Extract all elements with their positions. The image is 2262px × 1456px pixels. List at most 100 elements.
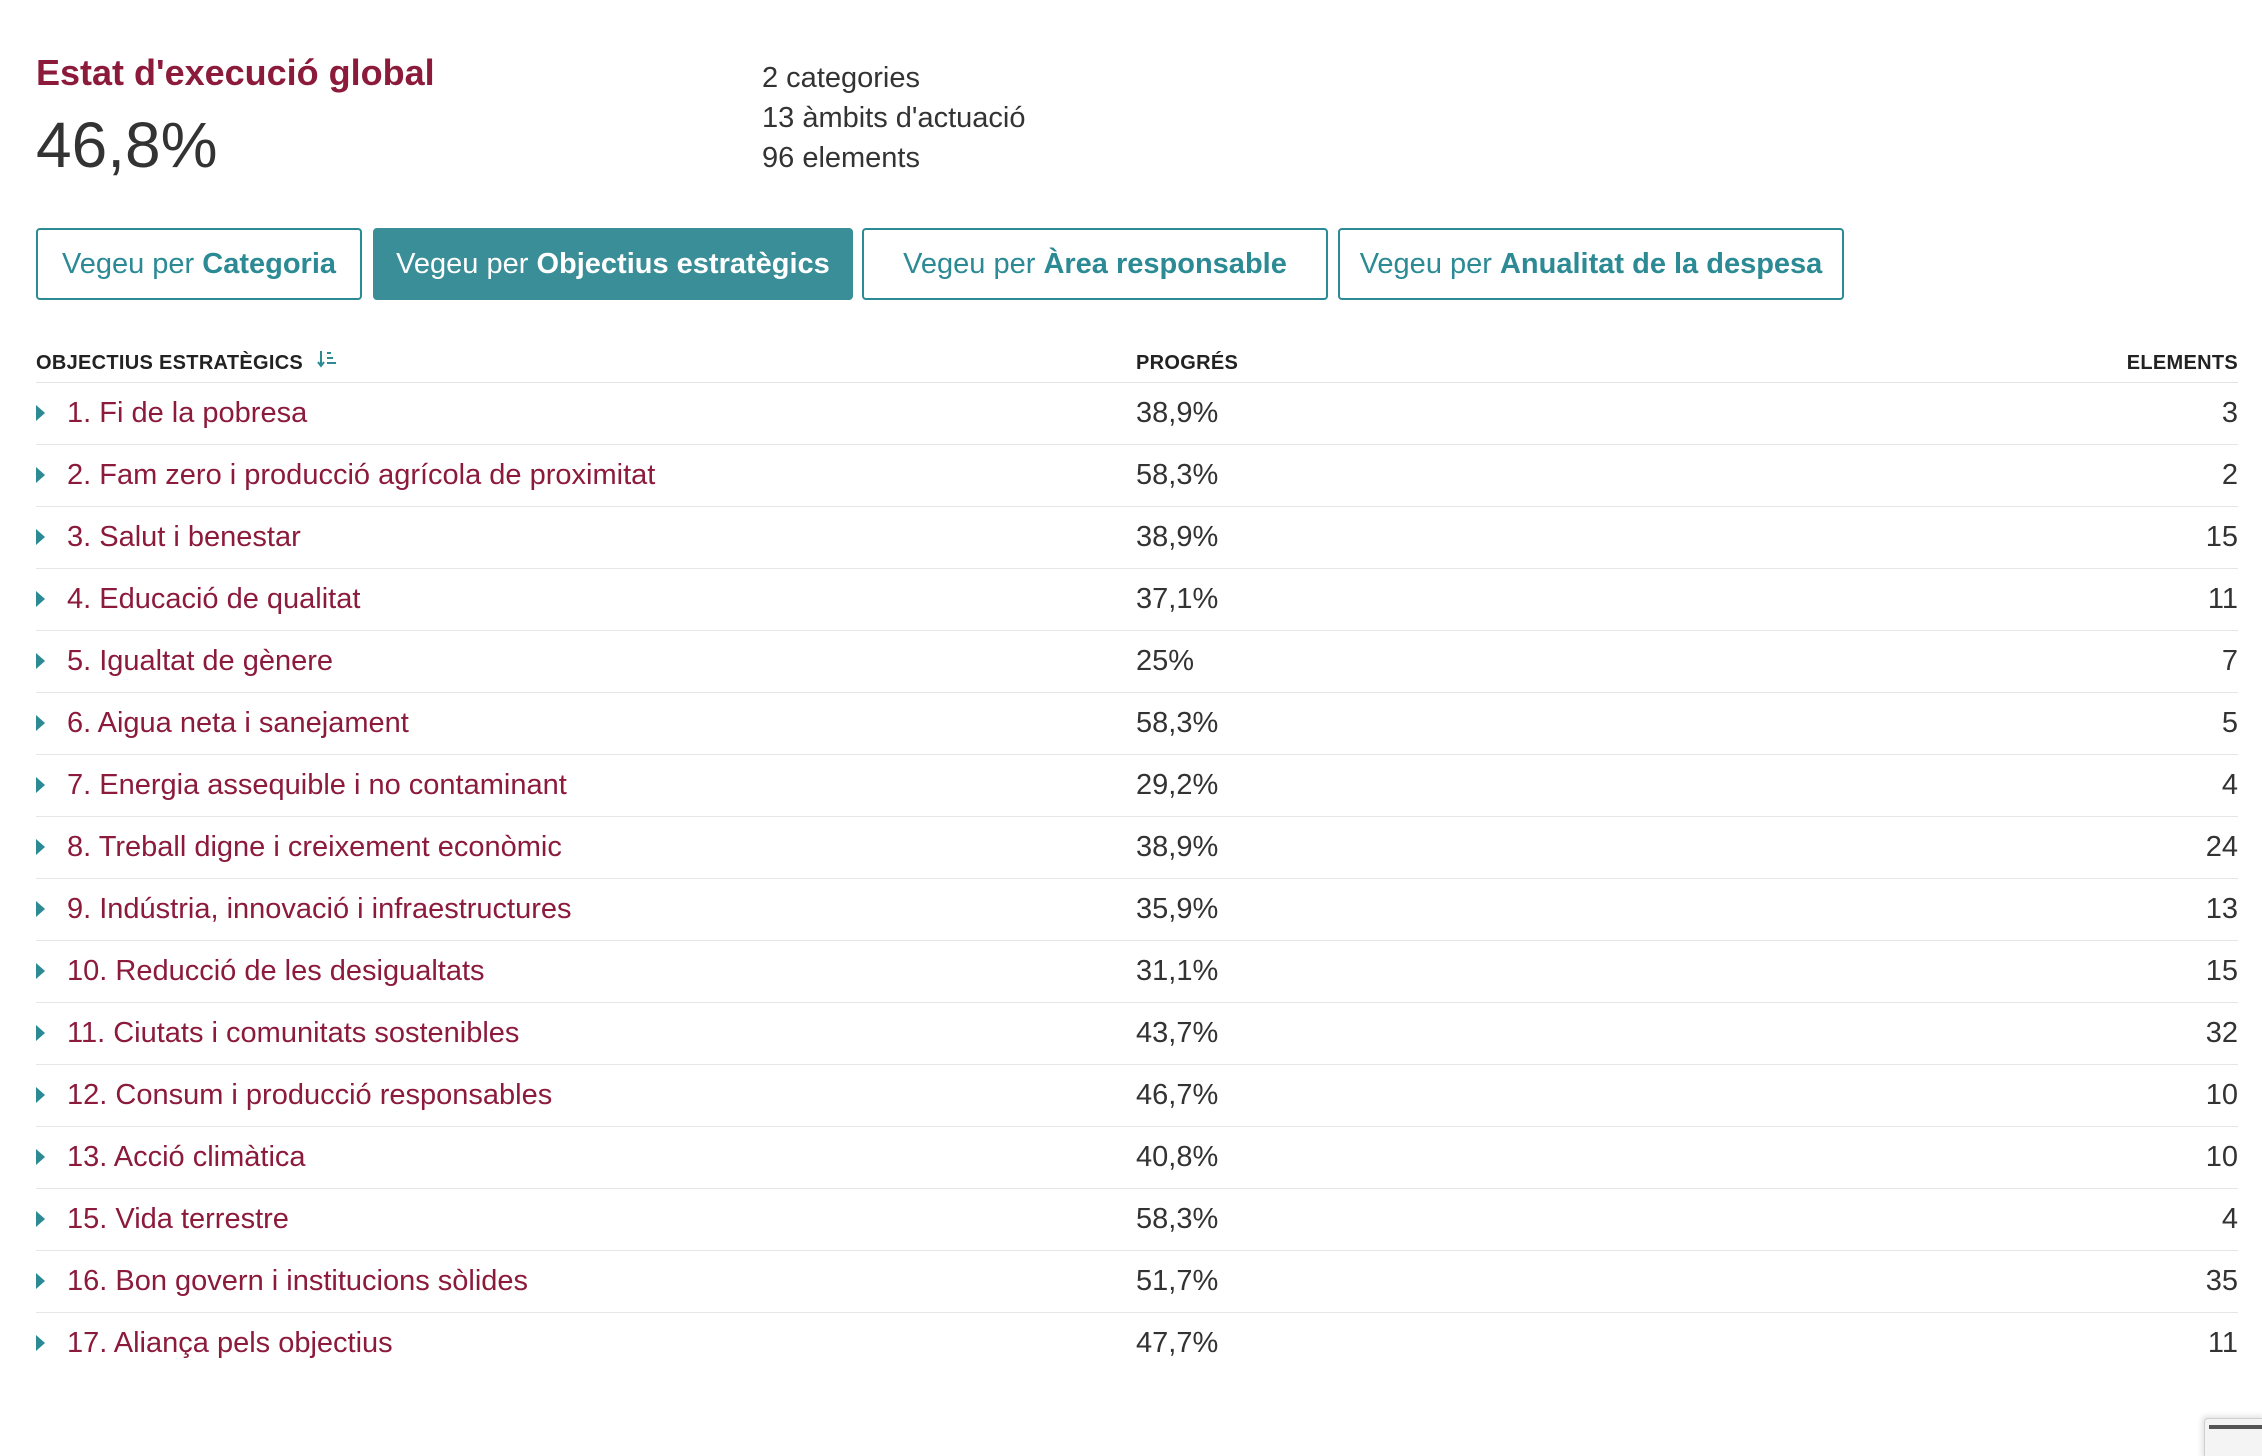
objective-progress: 35,9% xyxy=(1136,893,1219,925)
expand-caret-icon[interactable] xyxy=(36,777,45,793)
objective-progress: 25% xyxy=(1136,645,1195,677)
objective-elements-count: 11 xyxy=(2207,583,2238,615)
thumbnail-bar xyxy=(2209,1425,2262,1429)
objective-elements-count: 24 xyxy=(2205,831,2238,863)
summary-stats: 2 categories 13 àmbits d'actuació 96 ele… xyxy=(762,58,1025,178)
expand-caret-icon[interactable] xyxy=(36,405,45,421)
objective-elements-count: 3 xyxy=(2221,397,2238,429)
view-by-category-button[interactable]: Vegeu per Categoria xyxy=(36,228,362,300)
table-row[interactable]: 6. Aigua neta i sanejament 58,3% 5 xyxy=(36,693,2238,755)
table-row[interactable]: 9. Indústria, innovació i infraestructur… xyxy=(36,879,2238,941)
table-row[interactable]: 4. Educació de qualitat 37,1% 11 xyxy=(36,569,2238,631)
expand-caret-icon[interactable] xyxy=(36,1087,45,1103)
objective-name-link[interactable]: 16. Bon govern i institucions sòlides xyxy=(67,1265,529,1297)
objective-elements-count: 10 xyxy=(2205,1141,2238,1173)
expand-caret-icon[interactable] xyxy=(36,1335,45,1351)
objective-name-link[interactable]: 3. Salut i benestar xyxy=(67,521,301,553)
table-row[interactable]: 13. Acció climàtica 40,8% 10 xyxy=(36,1127,2238,1189)
button-prefix: Vegeu per xyxy=(396,248,537,280)
expand-caret-icon[interactable] xyxy=(36,591,45,607)
objectives-table-body: 1. Fi de la pobresa 38,9% 3 2. Fam zero i p… xyxy=(36,383,2238,1374)
table-row[interactable]: 8. Treball digne i creixement econòmic 38… xyxy=(36,817,2238,879)
areas-count: 13 àmbits d'actuació xyxy=(762,102,1026,134)
objective-elements-count: 11 xyxy=(2207,1327,2238,1359)
expand-caret-icon[interactable] xyxy=(36,839,45,855)
expand-caret-icon[interactable] xyxy=(36,901,45,917)
objective-name-link[interactable]: 12. Consum i producció responsables xyxy=(67,1079,553,1111)
button-prefix: Vegeu per xyxy=(1359,248,1500,280)
global-progress-value: 46,8% xyxy=(36,109,218,181)
objective-elements-count: 4 xyxy=(2221,769,2238,801)
objective-elements-count: 13 xyxy=(2205,893,2238,925)
table-row[interactable]: 3. Salut i benestar 38,9% 15 xyxy=(36,507,2238,569)
table-row[interactable]: 5. Igualtat de gènere 25% 7 xyxy=(36,631,2238,693)
summary-title: Estat d'execució global xyxy=(36,52,435,93)
objective-progress: 37,1% xyxy=(1136,583,1219,615)
objective-elements-count: 2 xyxy=(2221,459,2238,491)
objective-elements-count: 7 xyxy=(2221,645,2238,677)
objective-elements-count: 15 xyxy=(2205,955,2238,987)
button-label: Categoria xyxy=(202,248,337,280)
expand-caret-icon[interactable] xyxy=(36,963,45,979)
view-by-responsible-area-button[interactable]: Vegeu per Àrea responsable xyxy=(862,228,1328,300)
column-header-progress: PROGRÉS xyxy=(1136,352,1239,374)
table-row[interactable]: 11. Ciutats i comunitats sostenibles 43,7… xyxy=(36,1003,2238,1065)
expand-caret-icon[interactable] xyxy=(36,715,45,731)
objective-name-link[interactable]: 15. Vida terrestre xyxy=(67,1203,289,1235)
objective-elements-count: 10 xyxy=(2205,1079,2238,1111)
header-divider xyxy=(36,382,2238,383)
objective-progress: 38,9% xyxy=(1136,521,1219,553)
objective-name-link[interactable]: 7. Energia assequible i no contaminant xyxy=(67,769,567,801)
table-row[interactable]: 12. Consum i producció responsables 46,7%… xyxy=(36,1065,2238,1127)
objective-progress: 31,1% xyxy=(1136,955,1219,987)
objective-name-link[interactable]: 10. Reducció de les desigualtats xyxy=(67,955,485,987)
expand-caret-icon[interactable] xyxy=(36,467,45,483)
categories-count: 2 categories xyxy=(762,62,920,94)
expand-caret-icon[interactable] xyxy=(36,653,45,669)
objective-name-link[interactable]: 9. Indústria, innovació i infraestructur… xyxy=(67,893,572,925)
table-row[interactable]: 17. Aliança pels objectius 47,7% 11 xyxy=(36,1313,2238,1374)
button-label: Objectius estratègics xyxy=(536,248,830,280)
expand-caret-icon[interactable] xyxy=(36,1149,45,1165)
table-row[interactable]: 1. Fi de la pobresa 38,9% 3 xyxy=(36,383,2238,445)
expand-caret-icon[interactable] xyxy=(36,1273,45,1289)
button-label: Anualitat de la despesa xyxy=(1499,248,1823,280)
objective-elements-count: 4 xyxy=(2221,1203,2238,1235)
corner-thumbnail xyxy=(2204,1418,2262,1456)
objective-name-link[interactable]: 11. Ciutats i comunitats sostenibles xyxy=(67,1017,520,1049)
view-by-strategic-objectives-button[interactable]: Vegeu per Objectius estratègics xyxy=(373,228,853,300)
table-row[interactable]: 15. Vida terrestre 58,3% 4 xyxy=(36,1189,2238,1251)
objective-progress: 46,7% xyxy=(1136,1079,1219,1111)
expand-caret-icon[interactable] xyxy=(36,1025,45,1041)
objective-name-link[interactable]: 17. Aliança pels objectius xyxy=(67,1327,393,1359)
column-header-label: OBJECTIUS ESTRATÈGICS xyxy=(36,352,304,374)
sort-descending-icon[interactable] xyxy=(317,349,337,375)
objective-elements-count: 5 xyxy=(2221,707,2238,739)
objective-name-link[interactable]: 8. Treball digne i creixement econòmic xyxy=(67,831,562,863)
table-row[interactable]: 10. Reducció de les desigualtats 31,1% 15 xyxy=(36,941,2238,1003)
objective-progress: 43,7% xyxy=(1136,1017,1219,1049)
objective-name-link[interactable]: 6. Aigua neta i sanejament xyxy=(67,707,409,739)
objective-name-link[interactable]: 13. Acció climàtica xyxy=(67,1141,306,1173)
table-row[interactable]: 7. Energia assequible i no contaminant 29… xyxy=(36,755,2238,817)
objective-progress: 47,7% xyxy=(1136,1327,1219,1359)
column-header-objectives[interactable]: OBJECTIUS ESTRATÈGICS xyxy=(36,349,337,375)
table-row[interactable]: 16. Bon govern i institucions sòlides 51,… xyxy=(36,1251,2238,1313)
table-header: OBJECTIUS ESTRATÈGICS PROGRÉS ELEMENTS xyxy=(36,349,2238,382)
objective-name-link[interactable]: 5. Igualtat de gènere xyxy=(67,645,334,677)
button-label: Àrea responsable xyxy=(1043,248,1287,280)
table-row[interactable]: 2. Fam zero i producció agrícola de prox… xyxy=(36,445,2238,507)
objective-name-link[interactable]: 4. Educació de qualitat xyxy=(67,583,361,615)
objective-name-link[interactable]: 1. Fi de la pobresa xyxy=(67,397,308,429)
expand-caret-icon[interactable] xyxy=(36,1211,45,1227)
objective-progress: 58,3% xyxy=(1136,707,1219,739)
elements-count: 96 elements xyxy=(762,142,920,174)
expand-caret-icon[interactable] xyxy=(36,529,45,545)
objective-name-link[interactable]: 2. Fam zero i producció agrícola de prox… xyxy=(67,459,656,491)
objective-progress: 38,9% xyxy=(1136,831,1219,863)
objective-progress: 58,3% xyxy=(1136,459,1219,491)
view-by-expense-year-button[interactable]: Vegeu per Anualitat de la despesa xyxy=(1338,228,1844,300)
button-prefix: Vegeu per xyxy=(61,248,203,280)
objective-progress: 51,7% xyxy=(1136,1265,1219,1297)
